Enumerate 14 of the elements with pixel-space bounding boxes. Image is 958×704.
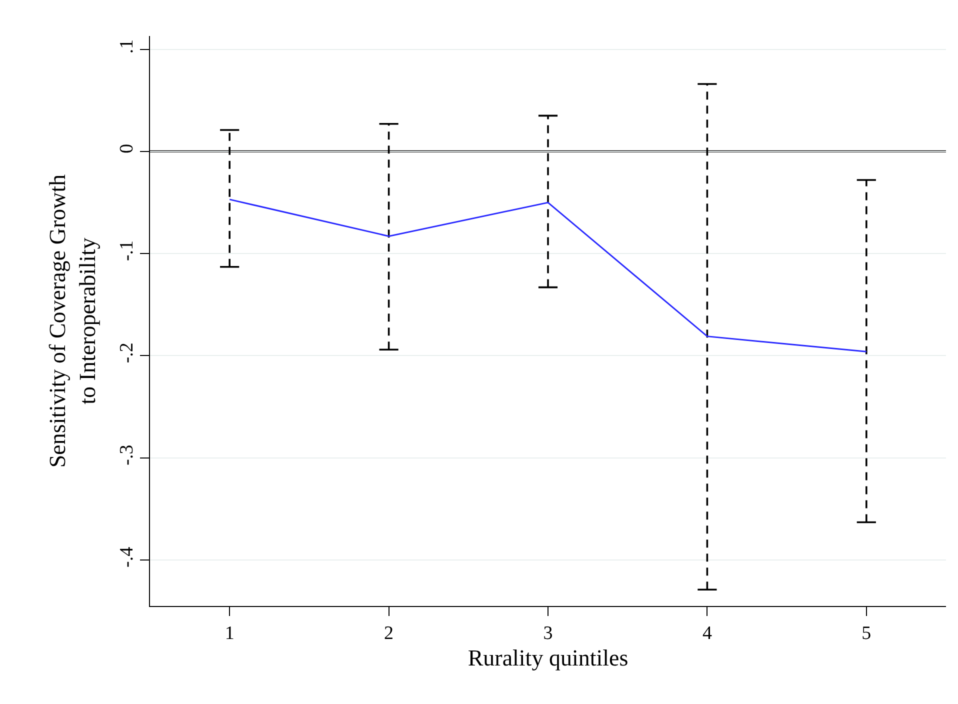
x-axis-title: Rurality quintiles [468,645,628,670]
x-tick-label: 5 [862,622,872,644]
y-tick-label: -.3 [116,444,138,466]
x-tick-label: 4 [702,622,712,644]
x-tick-label: 3 [543,622,553,644]
y-tick-label: -.1 [116,240,138,262]
y-tick-label: .1 [116,39,138,54]
y-axis-title: Sensitivity of Coverage Growth to Interoperability [44,174,100,468]
x-tick-label: 1 [224,622,234,644]
y-tick-label: -.2 [116,342,138,364]
x-tick-label: 2 [384,622,394,644]
line-series [228,198,868,352]
y-tick-label: -.4 [116,546,138,568]
y-tick-label: 0 [116,144,138,154]
